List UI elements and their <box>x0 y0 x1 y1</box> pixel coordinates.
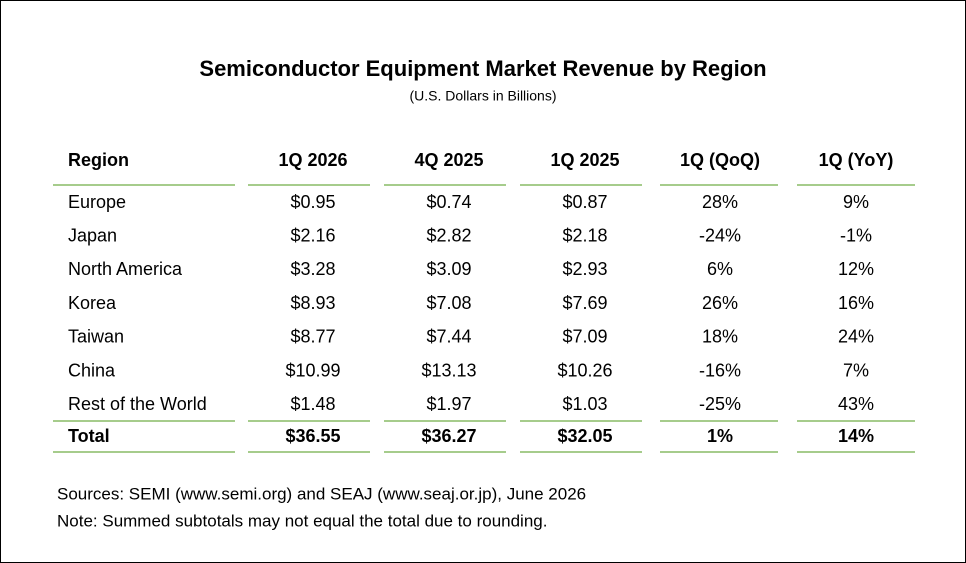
cell: 43% <box>838 394 874 414</box>
cell: $1.97 <box>426 394 471 414</box>
column-header: 1Q 2025 <box>550 150 619 170</box>
cell: 24% <box>838 327 874 347</box>
cell: 7% <box>843 360 869 380</box>
cell: -24% <box>699 225 741 245</box>
cell: Taiwan <box>68 327 124 347</box>
cell: $2.93 <box>562 259 607 279</box>
cell: 18% <box>702 327 738 347</box>
cell: $0.87 <box>562 192 607 212</box>
total-cell: $36.55 <box>285 426 340 446</box>
cell: $2.18 <box>562 225 607 245</box>
total-cell: 14% <box>838 426 874 446</box>
cell: $7.09 <box>562 327 607 347</box>
cell: $8.77 <box>290 327 335 347</box>
cell: $1.03 <box>562 394 607 414</box>
cell: $1.48 <box>290 394 335 414</box>
cell: $7.44 <box>426 327 471 347</box>
cell: $7.08 <box>426 293 471 313</box>
column-header: Region <box>68 150 129 170</box>
cell: $2.82 <box>426 225 471 245</box>
cell: $10.26 <box>557 360 612 380</box>
cell: 9% <box>843 192 869 212</box>
cell: $0.74 <box>426 192 471 212</box>
total-cell: 1% <box>707 426 733 446</box>
total-cell: Total <box>68 426 110 446</box>
cell: 16% <box>838 293 874 313</box>
cell: Korea <box>68 293 117 313</box>
cell: -25% <box>699 394 741 414</box>
cell: $7.69 <box>562 293 607 313</box>
cell: $2.16 <box>290 225 335 245</box>
cell: $13.13 <box>421 360 476 380</box>
cell: $3.09 <box>426 259 471 279</box>
total-cell: $32.05 <box>557 426 612 446</box>
cell: Rest of the World <box>68 394 207 414</box>
cell: 26% <box>702 293 738 313</box>
cell: $8.93 <box>290 293 335 313</box>
column-header: 1Q 2026 <box>278 150 347 170</box>
cell: North America <box>68 259 183 279</box>
cell: 6% <box>707 259 733 279</box>
cell: Europe <box>68 192 126 212</box>
cell: $3.28 <box>290 259 335 279</box>
total-cell: $36.27 <box>421 426 476 446</box>
title: Semiconductor Equipment Market Revenue b… <box>199 56 766 81</box>
cell: Japan <box>68 225 117 245</box>
cell: -1% <box>840 225 872 245</box>
cell: 12% <box>838 259 874 279</box>
note: Sources: SEMI (www.semi.org) and SEAJ (w… <box>57 484 586 503</box>
cell: 28% <box>702 192 738 212</box>
cell: China <box>68 360 116 380</box>
column-header: 4Q 2025 <box>414 150 483 170</box>
cell: $0.95 <box>290 192 335 212</box>
cell: -16% <box>699 360 741 380</box>
column-header: 1Q (QoQ) <box>680 150 760 170</box>
note: Note: Summed subtotals may not equal the… <box>57 511 547 530</box>
subtitle: (U.S. Dollars in Billions) <box>409 88 556 104</box>
column-header: 1Q (YoY) <box>819 150 894 170</box>
cell: $10.99 <box>285 360 340 380</box>
